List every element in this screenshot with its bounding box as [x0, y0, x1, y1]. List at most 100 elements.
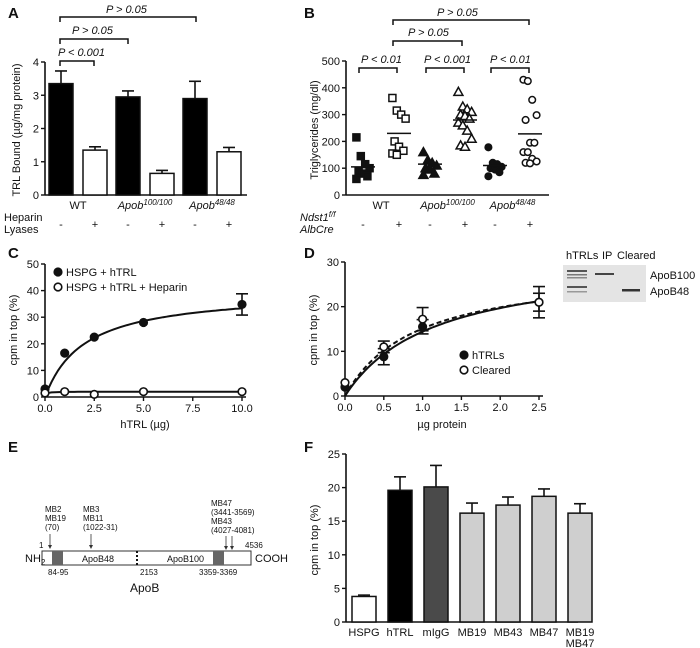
segment-label-apob48: ApoB48: [82, 554, 114, 564]
data-point: [352, 174, 361, 184]
x-tick-label: 7.5: [185, 403, 200, 415]
data-point: [237, 387, 247, 397]
data-point: [430, 159, 443, 170]
end-residue: 4536: [245, 541, 263, 550]
y-axis-label: Triglycerides (mg/dl): [309, 80, 321, 179]
significance-bracket: [392, 40, 463, 46]
data-point: [521, 115, 530, 125]
data-point: [530, 138, 539, 147]
y-tick-label: 10: [328, 550, 340, 562]
x-category-label: mIgG: [423, 627, 450, 639]
y-tick-label: 200: [322, 136, 340, 148]
data-point: [138, 387, 149, 397]
x-category-label: MB19: [458, 627, 487, 639]
data-point: [60, 348, 70, 358]
significance-bracket: [59, 60, 95, 66]
significance-bracket: [392, 19, 530, 25]
data-point: [365, 163, 374, 173]
p-value-label: P < 0.001: [58, 47, 105, 59]
sign-label: -: [59, 219, 63, 231]
epitope-label: (3441-3569): [211, 508, 255, 517]
epitope-label: (4027-4081): [211, 526, 255, 535]
y-tick-label: 50: [27, 259, 39, 271]
x-axis-label: µg protein: [417, 419, 466, 431]
data-point: [401, 114, 410, 123]
y-axis-label: cpm in top (%): [8, 295, 20, 366]
legend-marker: [53, 282, 63, 292]
legend-marker: [459, 365, 469, 375]
legend-label: HSPG + hTRL + Heparin: [66, 282, 187, 294]
bar: [48, 82, 74, 196]
apob-protein-bar: [41, 550, 252, 566]
x-category-label: WT: [69, 200, 86, 212]
data-point: [388, 93, 397, 103]
sign-label: -: [361, 219, 365, 231]
legend-label: HSPG + hTRL: [66, 267, 137, 279]
x-category-label: MB47: [566, 638, 595, 648]
y-tick-label: 10: [327, 346, 339, 358]
panel-letter-e: E: [8, 439, 18, 456]
epitope-label: MB3: [83, 505, 100, 514]
p-value-label: P < 0.01: [361, 54, 402, 66]
y-axis-label: cpm in top (%): [308, 295, 320, 366]
panel-letter-d: D: [304, 245, 315, 262]
data-point: [352, 133, 361, 142]
epitope-label: (70): [45, 523, 60, 532]
data-point: [523, 148, 532, 157]
y-tick-label: 5: [334, 583, 340, 595]
y-tick-label: 0: [333, 391, 339, 403]
data-point: [428, 167, 441, 178]
bar: [423, 486, 449, 623]
x-category-label: Apob48/48: [188, 198, 235, 212]
y-axis-label: cpm in top (%): [309, 505, 321, 576]
fit-curve: [344, 300, 540, 397]
sign-label: -: [126, 219, 130, 231]
data-point: [424, 163, 436, 174]
row-label-albcre: AlbCre: [299, 224, 334, 236]
row-label-heparin: Heparin: [4, 212, 43, 224]
data-point: [237, 299, 247, 310]
y-tick-label: 0: [334, 617, 340, 629]
epitope-label: MB19: [45, 514, 66, 523]
y-tick-label: 15: [328, 516, 340, 528]
y-tick-label: 20: [328, 483, 340, 495]
x-axis-label: hTRL (µg): [120, 419, 169, 431]
p-value-label: P < 0.01: [490, 54, 531, 66]
y-tick-label: 500: [322, 56, 340, 68]
data-point: [89, 389, 99, 399]
x-tick-label: 2.5: [531, 402, 546, 414]
sign-label: +: [226, 219, 232, 231]
legend-marker: [53, 267, 63, 277]
bar: [182, 97, 208, 196]
sign-label: +: [462, 219, 468, 231]
x-tick-label: 0.0: [337, 402, 352, 414]
n-terminus-label: NH2: [25, 553, 46, 567]
data-point: [534, 297, 544, 307]
p-value-label: P < 0.001: [424, 54, 471, 66]
epitope-label: MB47: [211, 499, 232, 508]
p-value-label: P > 0.05: [408, 27, 450, 39]
x-category-label: WT: [372, 200, 389, 212]
legend-label: Cleared: [472, 365, 511, 377]
y-tick-label: 300: [322, 110, 340, 122]
y-tick-label: 20: [327, 302, 339, 314]
significance-bracket: [59, 38, 129, 44]
x-tick-label: 0.0: [37, 403, 52, 415]
binding-region-84-95: [52, 551, 63, 565]
panel-letter-f: F: [304, 439, 313, 456]
x-tick-label: 2.0: [493, 402, 508, 414]
gel-band-label: ApoB100: [650, 270, 695, 282]
data-point: [532, 111, 541, 120]
epitope-label: MB11: [83, 514, 104, 523]
y-tick-label: 30: [27, 312, 39, 324]
sign-label: +: [527, 219, 533, 231]
bar: [216, 151, 242, 196]
row-label-lyases: Lyases: [4, 224, 39, 236]
significance-bracket: [490, 67, 530, 73]
y-tick-label: 20: [27, 339, 39, 351]
y-tick-label: 4: [33, 57, 39, 69]
x-category-label: HSPG: [348, 627, 379, 639]
x-tick-label: 0.5: [376, 402, 391, 414]
panel-letter-a: A: [8, 5, 19, 22]
